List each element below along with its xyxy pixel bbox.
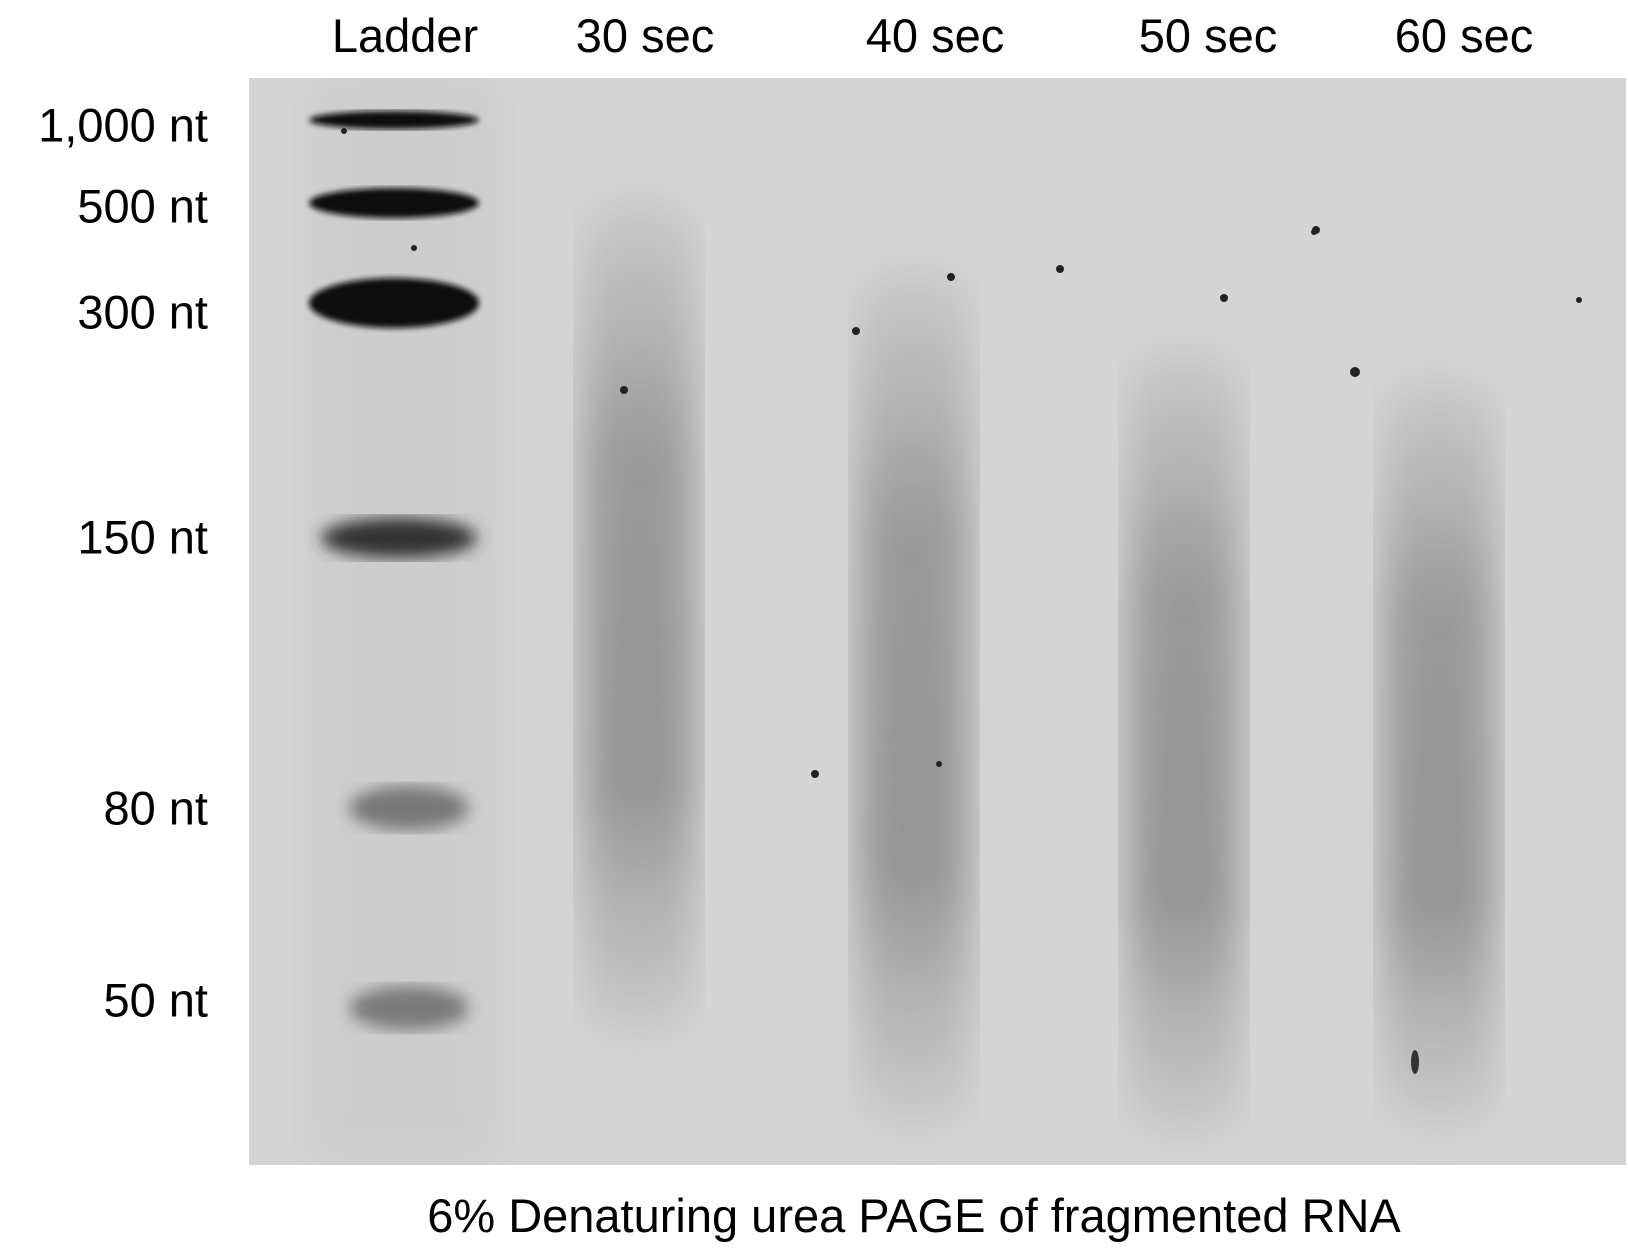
band-150 [321,518,477,558]
lane-label-30-sec: 30 sec [575,9,715,62]
band-500 [309,188,479,218]
lane-label-40-sec: 40 sec [865,9,1005,62]
size-label-300: 300 nt [77,285,208,339]
ladder-bands [309,111,479,1030]
smear-50-sec [1129,348,1239,1138]
band-300 [309,278,479,328]
size-label-80: 80 nt [103,781,208,835]
lane-label-50-sec: 50 sec [1138,9,1278,62]
gel-caption: 6% Denaturing urea PAGE of fragmented RN… [427,1189,1401,1242]
smear-30-sec [584,198,694,1038]
dust-specks [341,128,1582,1074]
size-label-1000: 1,000 nt [38,98,208,152]
lane-label-ladder: Ladder [331,9,479,62]
lane-label-60-sec: 60 sec [1394,9,1534,62]
band-1000 [309,111,479,129]
band-80 [349,786,469,830]
band-50 [349,986,469,1030]
size-label-500: 500 nt [77,179,208,233]
smear-60-sec [1384,378,1494,1128]
size-label-150: 150 nt [77,510,208,564]
size-label-50: 50 nt [103,973,208,1027]
smear-40-sec [859,268,969,1128]
gel-image [249,78,1626,1165]
smears [584,198,1494,1138]
